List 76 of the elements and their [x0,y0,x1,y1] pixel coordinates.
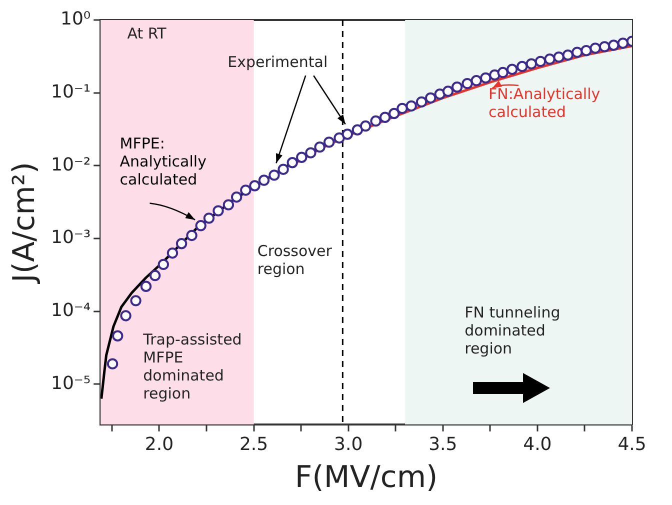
point [112,330,124,342]
point [176,238,188,250]
point [480,72,492,84]
y-tick-label: 10⁻¹ [50,82,91,102]
point [379,112,391,123]
point [526,58,537,70]
point [608,40,620,51]
point [360,120,372,132]
point [388,108,400,120]
point [370,115,382,127]
point [203,212,215,224]
point [186,230,198,242]
legend-label: FN:Analytically calculated [488,84,600,121]
point [268,170,280,181]
point [580,45,592,56]
point [462,78,473,90]
point [617,38,629,49]
point [572,46,583,58]
point [323,136,335,148]
y-axis-title: J(A/cm²) [6,162,42,285]
x-tick-label: 3.5 [428,434,458,455]
point [158,258,170,270]
point [314,141,326,153]
point [553,51,564,63]
x-tick-label: 2.5 [239,434,268,455]
annotation: Trap-assisted MFPE dominated region [142,330,242,402]
x-tick-label: 4.5 [618,434,646,455]
point [286,157,298,168]
point [334,132,345,144]
point [534,56,546,68]
point [195,220,206,232]
point [516,60,528,72]
annotation: Crossover region [257,242,333,278]
point [406,100,417,112]
y-tick-label: 10⁻⁴ [50,300,91,321]
point [562,49,574,61]
point [497,66,508,78]
point [506,64,518,75]
point [249,180,260,192]
point [258,174,270,186]
point [222,199,234,210]
point [590,42,601,54]
point [296,152,308,163]
point [230,192,242,203]
point [598,41,610,52]
y-tick-label: 10⁰ [60,8,91,30]
point [425,92,436,104]
x-tick-label: 2.0 [144,434,174,455]
point [342,128,353,140]
x-tick-label: 3.0 [334,434,363,455]
x-axis-title: F(MV/cm) [294,460,438,495]
point [451,81,463,93]
point [544,54,556,65]
point [396,102,408,114]
point [240,184,252,196]
annotation: At RT [127,24,168,42]
point [305,147,316,158]
annotation: FN tunneling dominated region [464,303,560,358]
point [120,310,132,322]
series-label: MFPE: Analytically calculated [120,134,207,189]
y-tick-label: 10⁻² [50,154,91,176]
point [166,247,178,259]
point [352,124,364,136]
point [278,164,289,175]
point [140,280,152,292]
point [130,295,142,306]
point [470,75,482,86]
y-tick-label: 10⁻⁵ [50,372,91,394]
point [149,270,161,282]
point [442,86,454,97]
point [416,96,428,108]
text: Experimental [228,52,328,71]
y-tick-label: 10⁻³ [50,227,91,248]
point [106,358,118,370]
x-tick-label: 4.0 [523,434,552,455]
point [212,205,224,216]
